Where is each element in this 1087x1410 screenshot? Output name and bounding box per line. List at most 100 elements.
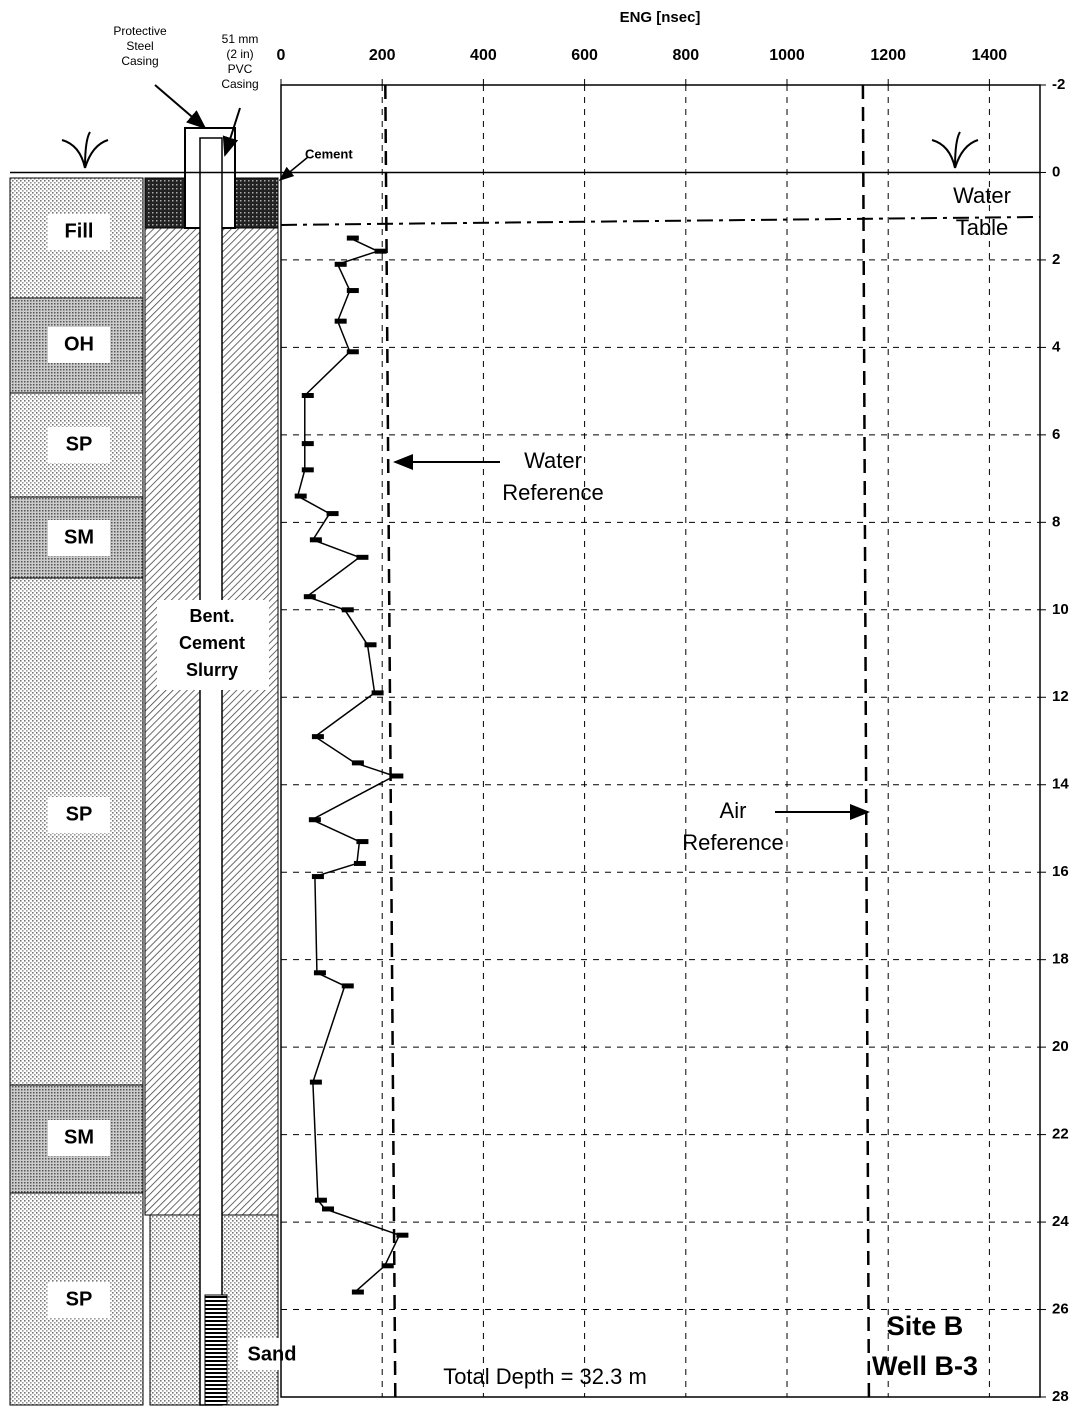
data-point [294,493,307,499]
layer-label: SM [64,1126,94,1148]
arrow [222,107,241,157]
annotation: Reference [502,480,604,505]
y-tick-label: 26 [1052,1301,1069,1318]
sand-label: Sand [248,1343,297,1365]
data-point [374,248,387,254]
y-tick-label: 20 [1052,1038,1069,1055]
x-axis-label: ENG [nsec] [620,9,701,26]
data-point [334,318,347,324]
y-tick-label: 2 [1052,251,1060,268]
data-point [301,467,314,473]
arrow [278,156,309,181]
screen [204,1294,228,1406]
label-bg [238,1338,308,1370]
data-point [396,1232,409,1238]
annotation: Water [953,183,1011,208]
annotation: (2 in) [226,47,253,61]
x-tick-label: 400 [470,47,497,64]
well-diagram: Cement Sand [9,84,979,1406]
annotation: Well B-3 [872,1351,978,1381]
data-point [308,817,321,823]
y-tick-label: -2 [1052,76,1065,93]
x-tick-label: 1200 [870,47,906,64]
water-table [280,215,1041,226]
layer-label: SP [66,803,93,825]
label-bg [48,1120,110,1156]
annotation: Slurry [186,660,238,680]
data-point [309,537,322,543]
data-point [381,1263,394,1269]
label-bg [157,600,269,690]
data-point [346,349,359,355]
data-point [346,235,359,241]
annotation: Protective [113,24,167,38]
label-bg [48,214,110,250]
y-tick-label: 4 [1052,338,1061,355]
y-tick-label: 10 [1052,601,1069,618]
data-point [364,642,377,648]
layer-label: SP [66,433,93,455]
x-tick-label: 1400 [972,47,1008,64]
label-bg [48,797,110,833]
layer-label: SP [66,1288,93,1310]
data-point [322,1206,335,1212]
x-tick-label: 800 [672,47,699,64]
data-point [346,288,359,294]
annotation: Table [956,215,1009,240]
y-tick-label: 14 [1052,776,1069,793]
data-point [314,1197,327,1203]
annotation: Bent. [190,606,235,626]
data-point [341,607,354,613]
annotation: Reference [682,830,784,855]
y-tick-label: 18 [1052,951,1069,968]
annotation: Air [720,798,747,823]
data-point [351,760,364,766]
data-point [301,393,314,399]
annotation: Total Depth = 32.3 m [443,1364,647,1389]
y-tick-label: 6 [1052,426,1060,443]
annotation: Cement [179,633,245,653]
data-point [391,773,404,779]
y-tick-label: 22 [1052,1126,1069,1143]
y-tick-label: 28 [1052,1388,1069,1405]
x-tick-label: 600 [571,47,598,64]
data-point [356,839,369,845]
pvc-casing [199,137,223,1406]
x-tick-label: 0 [277,47,286,64]
layer-label: OH [64,333,94,355]
annotation: Site B [887,1311,964,1341]
layer-label: SM [64,526,94,548]
data-point [356,554,369,560]
label-bg [48,520,110,556]
data-point [334,261,347,267]
data-point [351,1289,364,1295]
water-reference [384,84,397,1398]
data-point [309,1079,322,1085]
label-bg [48,427,110,463]
x-tick-label: 200 [369,47,396,64]
data-point [311,734,324,740]
data-point [341,983,354,989]
data-point [353,860,366,866]
label-bg [48,1282,110,1318]
annotation: PVC [228,62,253,76]
y-tick-label: 8 [1052,513,1060,530]
grass-icon [931,131,979,169]
data-point [313,970,326,976]
y-tick-label: 16 [1052,863,1069,880]
y-tick-label: 12 [1052,688,1069,705]
data-point [301,441,314,447]
data-point [303,594,316,600]
data-point [311,874,324,880]
y-tick-label: 24 [1052,1213,1069,1230]
label-bg [48,327,110,363]
annotation: Casing [121,54,158,68]
annotation: Casing [221,77,258,91]
air-reference [861,84,871,1398]
y-tick-label: 0 [1052,163,1060,180]
data-line [296,237,401,1293]
grass-icon [61,131,109,169]
x-tick-label: 1000 [769,47,805,64]
annotation: Water [524,448,582,473]
